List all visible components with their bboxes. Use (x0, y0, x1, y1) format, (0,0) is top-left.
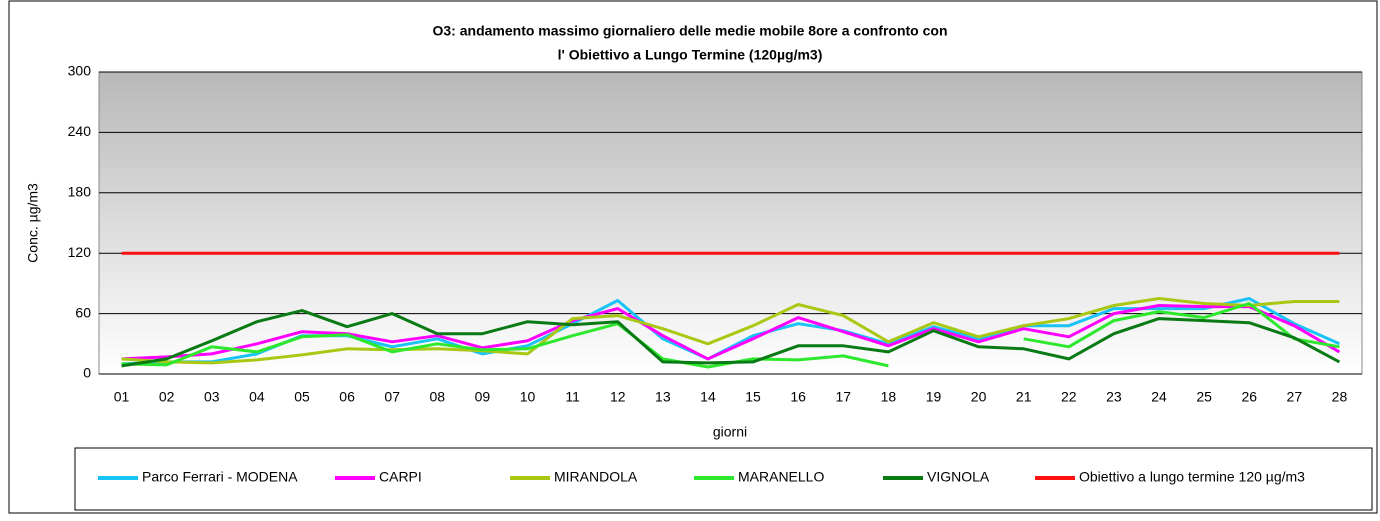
x-tick-label: 26 (1241, 389, 1257, 405)
plot-area (98, 71, 1363, 375)
y-tick-label: 120 (68, 244, 92, 260)
x-tick-label: 05 (294, 389, 310, 405)
x-tick-label: 28 (1332, 389, 1348, 405)
y-axis-label: Conc. µg/m3 (25, 183, 41, 263)
x-tick-label: 04 (249, 389, 265, 405)
x-tick-label: 06 (339, 389, 355, 405)
legend-label: Parco Ferrari - MODENA (142, 469, 298, 485)
x-tick-label: 09 (475, 389, 491, 405)
x-tick-label: 18 (881, 389, 897, 405)
x-tick-label: 25 (1196, 389, 1212, 405)
y-tick-label: 180 (68, 184, 92, 200)
series-line (121, 309, 1341, 368)
y-tick-label: 240 (68, 123, 92, 139)
series-line (121, 304, 1341, 361)
legend-label: MIRANDOLA (554, 469, 638, 485)
x-tick-label: 22 (1061, 389, 1077, 405)
x-tick-label: 17 (835, 389, 851, 405)
legend-label: VIGNOLA (927, 469, 990, 485)
x-tick-label: 16 (790, 389, 806, 405)
x-tick-label: 13 (655, 389, 671, 405)
series-line (121, 297, 1340, 365)
x-tick-label: 14 (700, 389, 716, 405)
y-tick-label: 300 (68, 63, 92, 79)
x-tick-label: 07 (384, 389, 400, 405)
x-tick-label: 02 (159, 389, 175, 405)
x-tick-label: 23 (1106, 389, 1122, 405)
chart-title: l' Obiettivo a Lungo Termine (120µg/m3) (558, 47, 823, 63)
legend-label: MARANELLO (738, 469, 824, 485)
x-tick-label: 24 (1151, 389, 1167, 405)
legend-label: CARPI (379, 469, 422, 485)
x-axis-label: giorni (713, 424, 747, 440)
x-tick-label: 10 (520, 389, 536, 405)
x-tick-label: 12 (610, 389, 626, 405)
x-tick-label: 20 (971, 389, 987, 405)
y-tick-label: 0 (83, 365, 91, 381)
x-tick-label: 15 (745, 389, 761, 405)
y-tick-label: 60 (75, 304, 91, 320)
legend-label: Obiettivo a lungo termine 120 µg/m3 (1079, 469, 1305, 485)
chart-title: O3: andamento massimo giornaliero delle … (433, 23, 948, 39)
x-tick-label: 08 (430, 389, 446, 405)
x-tick-label: 27 (1287, 389, 1303, 405)
x-tick-label: 11 (565, 389, 580, 405)
x-tick-label: 19 (926, 389, 942, 405)
x-tick-label: 21 (1016, 389, 1032, 405)
x-tick-label: 01 (114, 389, 130, 405)
x-tick-label: 03 (204, 389, 220, 405)
